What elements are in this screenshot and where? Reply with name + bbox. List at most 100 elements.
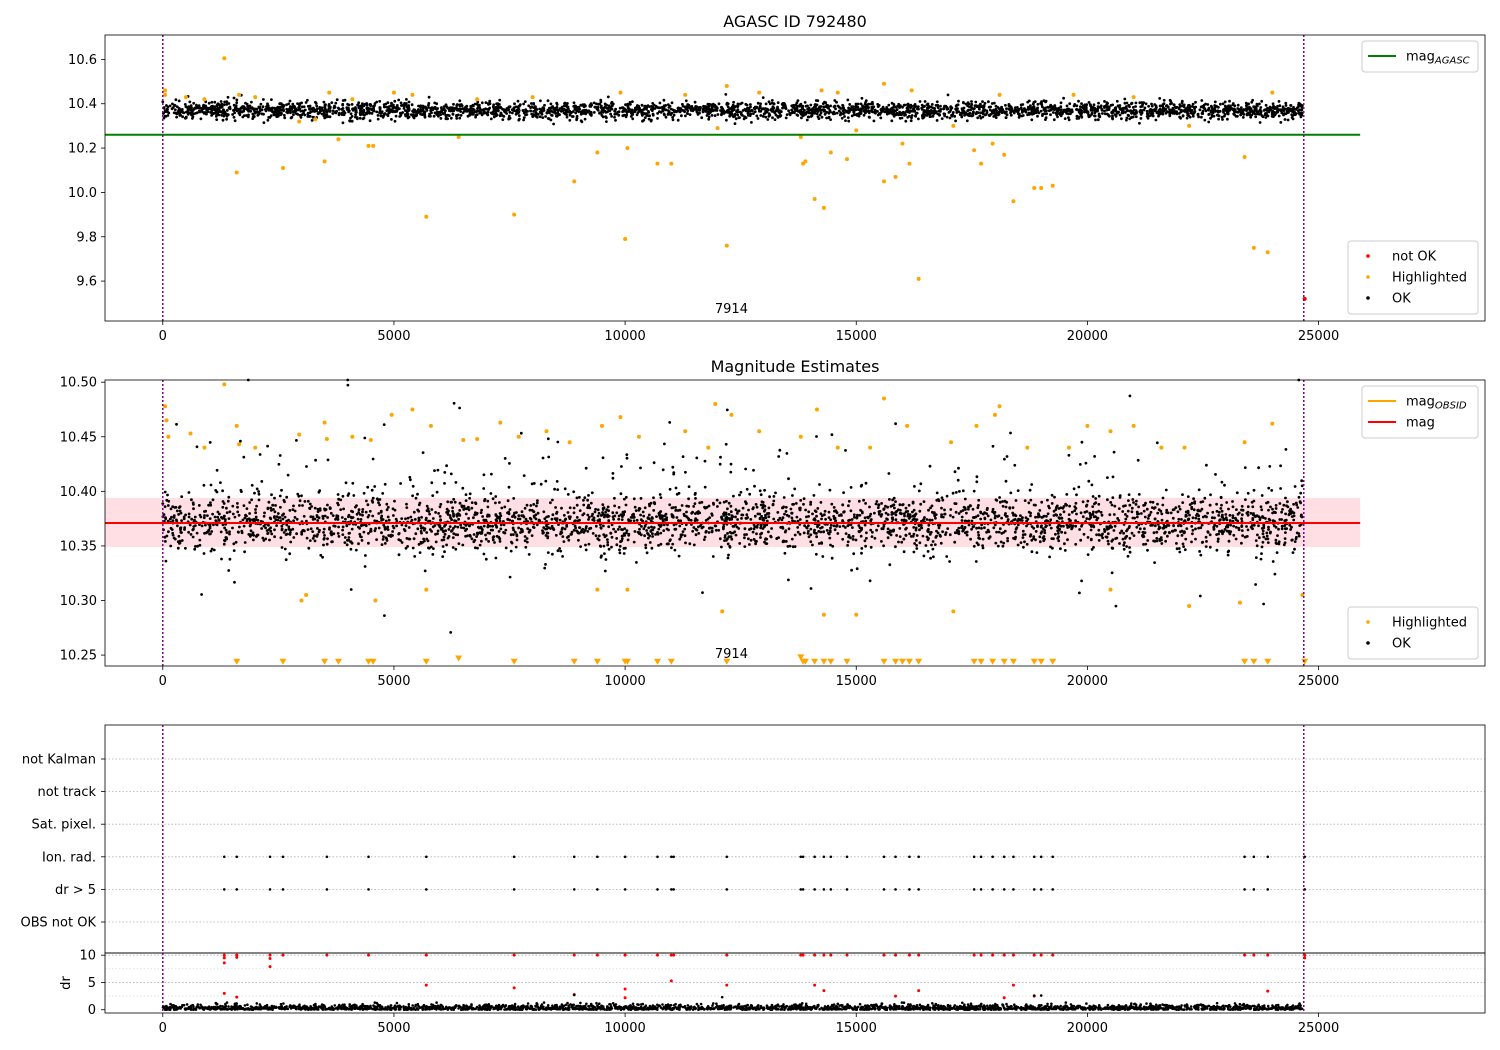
ok-point (457, 517, 460, 521)
ok-point (852, 110, 856, 114)
ok-point (458, 99, 462, 103)
ok-point (261, 105, 265, 109)
ok-point (934, 104, 938, 107)
ok-point (1143, 106, 1147, 110)
ok-point (928, 518, 931, 522)
ok-point (796, 109, 800, 113)
ok-point (880, 108, 884, 111)
ok-point (280, 524, 284, 528)
ok-point (846, 540, 850, 544)
ok-point (1279, 464, 1282, 468)
ok-point (1242, 113, 1246, 116)
ok-point (1075, 114, 1079, 118)
ok-point (1223, 113, 1227, 116)
ok-point (1268, 465, 1272, 468)
ok-point (719, 455, 722, 459)
ok-point (417, 108, 420, 111)
ok-point (511, 111, 514, 115)
ok-point (749, 112, 753, 116)
ok-point (287, 525, 291, 529)
ok-point (346, 383, 350, 387)
data-point (336, 137, 341, 142)
ok-point (491, 538, 495, 542)
ok-point (1166, 511, 1170, 515)
ok-point (461, 486, 465, 490)
ok-point (530, 105, 533, 109)
ok-point (601, 503, 605, 506)
ok-point (326, 458, 330, 462)
ok-point (1084, 105, 1088, 108)
ok-point (565, 110, 568, 114)
ok-point (943, 508, 946, 512)
ok-point (507, 114, 511, 118)
ok-point (976, 531, 980, 534)
ok-point (282, 113, 286, 117)
ok-point (270, 532, 274, 536)
ok-point (807, 115, 811, 119)
ok-point (939, 541, 943, 545)
ok-point (1223, 104, 1227, 108)
ok-point (399, 101, 403, 105)
ok-point (565, 525, 569, 528)
ok-point (860, 551, 863, 555)
ok-point (1148, 109, 1152, 113)
ok-point (913, 109, 917, 113)
ok-point (289, 540, 293, 544)
ok-point (549, 102, 553, 106)
ok-point (173, 108, 177, 112)
ok-point (1006, 537, 1009, 540)
ok-point (965, 533, 969, 537)
ok-point (613, 496, 616, 500)
ok-point (595, 102, 598, 106)
agasc-x-tick-label: 5000 (377, 329, 410, 344)
ok-point (326, 516, 329, 519)
ok-point (741, 506, 745, 510)
data-point (237, 92, 242, 97)
ok-point (941, 530, 944, 534)
ok-point (886, 109, 890, 112)
ok-point (748, 492, 752, 496)
ok-point (1265, 109, 1269, 112)
ok-point (671, 506, 675, 509)
ok-point (425, 509, 429, 512)
ok-point (1162, 98, 1166, 102)
ok-point (1009, 431, 1012, 435)
ok-point (549, 118, 553, 122)
ok-point (801, 104, 805, 108)
ok-point (1106, 102, 1109, 105)
ok-point (203, 531, 206, 535)
ok-point (225, 531, 229, 534)
ok-point (503, 110, 507, 114)
ok-point (1006, 539, 1009, 543)
ok-point (784, 116, 788, 120)
ok-point (719, 109, 722, 112)
ok-point (283, 515, 287, 519)
ok-point (209, 483, 213, 487)
ok-point (774, 491, 777, 495)
ok-point (1079, 105, 1082, 108)
ok-point (382, 535, 385, 538)
ok-point (821, 108, 825, 112)
ok-point (1188, 115, 1192, 119)
ok-point (972, 110, 975, 114)
ok-point (308, 111, 312, 114)
ok-point (688, 113, 692, 116)
ok-point (681, 102, 684, 106)
ok-point (458, 406, 461, 410)
ok-point (226, 95, 230, 99)
ok-point (676, 118, 680, 122)
ok-point (1177, 517, 1181, 521)
ok-point (754, 503, 758, 506)
ok-point (759, 114, 763, 117)
ok-point (755, 114, 759, 118)
ok-point (1246, 513, 1250, 517)
ok-point (478, 103, 481, 107)
agasc-y-tick-label: 10.0 (68, 186, 97, 201)
ok-point (364, 510, 368, 514)
ok-point (801, 114, 805, 118)
ok-point (641, 510, 645, 514)
ok-point (161, 100, 165, 104)
data-point (1050, 183, 1055, 188)
ok-point (1004, 116, 1008, 119)
ok-point (639, 109, 643, 113)
